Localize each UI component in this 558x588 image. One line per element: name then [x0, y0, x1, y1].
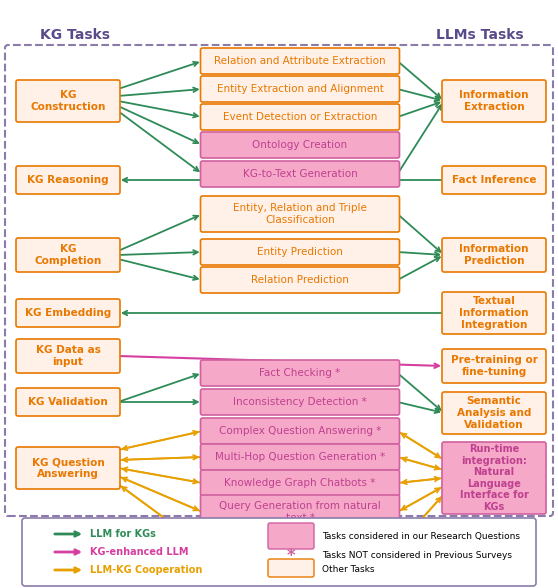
FancyBboxPatch shape — [16, 80, 120, 122]
Text: Fact Checking *: Fact Checking * — [259, 368, 340, 378]
FancyBboxPatch shape — [200, 161, 400, 187]
Text: Query Generation from natural
text *: Query Generation from natural text * — [219, 501, 381, 523]
Text: Fact Inference: Fact Inference — [452, 175, 536, 185]
FancyBboxPatch shape — [16, 238, 120, 272]
FancyBboxPatch shape — [16, 166, 120, 194]
Text: Run-time
integration:
Natural
Language
Interface for
KGs: Run-time integration: Natural Language I… — [460, 444, 528, 512]
FancyBboxPatch shape — [200, 267, 400, 293]
FancyBboxPatch shape — [200, 132, 400, 158]
FancyBboxPatch shape — [200, 470, 400, 496]
Text: Tasks considered in our Research Questions: Tasks considered in our Research Questio… — [322, 532, 520, 540]
Text: KG
Completion: KG Completion — [35, 244, 102, 266]
FancyBboxPatch shape — [200, 104, 400, 130]
Text: KG Tasks: KG Tasks — [40, 28, 110, 42]
FancyBboxPatch shape — [16, 339, 120, 373]
FancyBboxPatch shape — [442, 80, 546, 122]
Text: Textual
Information
Integration: Textual Information Integration — [459, 296, 529, 330]
Text: Relation and Attribute Extraction: Relation and Attribute Extraction — [214, 56, 386, 66]
Text: KG-to-Text Generation: KG-to-Text Generation — [243, 169, 357, 179]
FancyBboxPatch shape — [16, 388, 120, 416]
Text: Knowledge Graph Chatbots *: Knowledge Graph Chatbots * — [224, 478, 376, 488]
FancyBboxPatch shape — [442, 238, 546, 272]
Text: Inconsistency Detection *: Inconsistency Detection * — [233, 397, 367, 407]
FancyBboxPatch shape — [200, 444, 400, 470]
FancyBboxPatch shape — [442, 349, 546, 383]
FancyBboxPatch shape — [200, 529, 400, 563]
Text: Entity, Relation and Triple
Classification: Entity, Relation and Triple Classificati… — [233, 203, 367, 225]
FancyBboxPatch shape — [16, 447, 120, 489]
Text: Relation Prediction: Relation Prediction — [251, 275, 349, 285]
Text: *: * — [287, 547, 295, 565]
Text: KG Validation: KG Validation — [28, 397, 108, 407]
FancyBboxPatch shape — [200, 389, 400, 415]
Text: KG
Construction: KG Construction — [30, 90, 105, 112]
Text: Information
Extraction: Information Extraction — [459, 90, 529, 112]
FancyBboxPatch shape — [200, 495, 400, 529]
Text: LLM-KG Cooperation: LLM-KG Cooperation — [90, 565, 203, 575]
FancyBboxPatch shape — [442, 442, 546, 514]
Text: Entity Extraction and Alignment: Entity Extraction and Alignment — [217, 84, 383, 94]
Text: Querying Large Language Models
with Spargle *: Querying Large Language Models with Spar… — [213, 535, 388, 557]
FancyBboxPatch shape — [16, 299, 120, 327]
Text: Pre-training or
fine-tuning: Pre-training or fine-tuning — [450, 355, 537, 377]
Text: Multi-Hop Question Generation *: Multi-Hop Question Generation * — [215, 452, 385, 462]
Text: Entity Prediction: Entity Prediction — [257, 247, 343, 257]
FancyBboxPatch shape — [5, 45, 553, 516]
FancyBboxPatch shape — [442, 392, 546, 434]
FancyBboxPatch shape — [442, 166, 546, 194]
Text: Tasks NOT considered in Previous Surveys: Tasks NOT considered in Previous Surveys — [322, 552, 512, 560]
FancyBboxPatch shape — [200, 418, 400, 444]
FancyBboxPatch shape — [268, 559, 314, 577]
FancyBboxPatch shape — [200, 48, 400, 74]
FancyBboxPatch shape — [442, 292, 546, 334]
FancyBboxPatch shape — [268, 523, 314, 549]
FancyBboxPatch shape — [22, 518, 536, 586]
Text: KG Reasoning: KG Reasoning — [27, 175, 109, 185]
Text: LLM for KGs: LLM for KGs — [90, 529, 156, 539]
Text: LLMs Tasks: LLMs Tasks — [436, 28, 524, 42]
FancyBboxPatch shape — [200, 239, 400, 265]
Text: KG-enhanced LLM: KG-enhanced LLM — [90, 547, 189, 557]
Text: KG Question
Answering: KG Question Answering — [32, 457, 104, 479]
FancyBboxPatch shape — [200, 360, 400, 386]
Text: KG Data as
input: KG Data as input — [36, 345, 100, 367]
FancyBboxPatch shape — [200, 196, 400, 232]
Text: Other Tasks: Other Tasks — [322, 564, 374, 573]
FancyBboxPatch shape — [200, 76, 400, 102]
Text: Complex Question Answering *: Complex Question Answering * — [219, 426, 381, 436]
Text: KG Embedding: KG Embedding — [25, 308, 111, 318]
Text: Ontology Creation: Ontology Creation — [252, 140, 348, 150]
Text: Information
Prediction: Information Prediction — [459, 244, 529, 266]
Text: Event Detection or Extraction: Event Detection or Extraction — [223, 112, 377, 122]
Text: Semantic
Analysis and
Validation: Semantic Analysis and Validation — [457, 396, 531, 430]
